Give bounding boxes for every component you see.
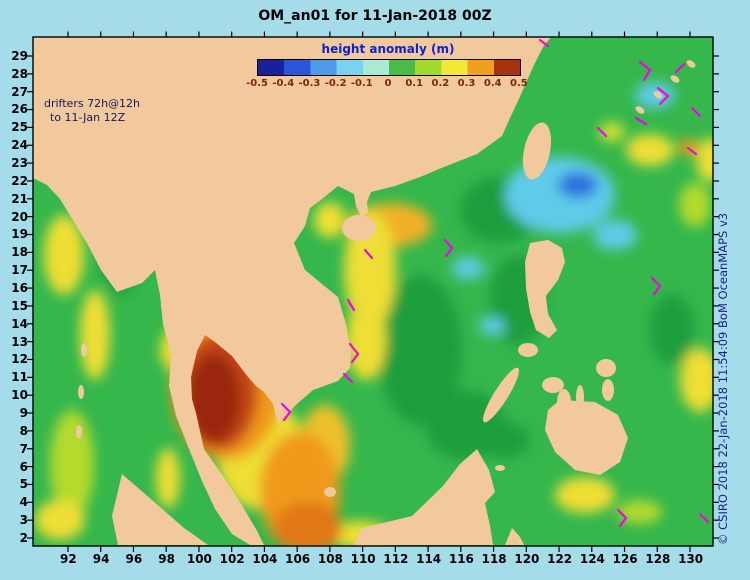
x-tick-label: 130 [678, 552, 704, 566]
drifter-tracks [280, 38, 710, 528]
land-borneo [354, 449, 495, 545]
land-sulu [495, 465, 505, 471]
land-natuna [324, 487, 336, 497]
colorbar-tick-label: -0.3 [298, 78, 321, 89]
colorbar-tick-label: -0.1 [350, 78, 373, 89]
plot-title: OM_an01 for 11-Jan-2018 00Z [258, 8, 492, 24]
y-tick-label: 17 [11, 263, 28, 278]
y-tick-label: 8 [19, 423, 28, 438]
land-leyte [602, 379, 614, 401]
x-tick-label: 122 [547, 552, 573, 566]
x-tick-label: 126 [612, 552, 638, 566]
land-sulu [477, 479, 487, 485]
land-luzon [525, 240, 565, 338]
land-sulu [459, 491, 469, 497]
y-tick-label: 25 [11, 120, 28, 135]
axis-ticks [27, 31, 719, 552]
y-tick-label: 11 [11, 370, 28, 385]
y-tick-label: 16 [11, 281, 28, 296]
land-ryukyu [635, 106, 645, 114]
y-tick-label: 27 [11, 84, 28, 99]
drifters-note-line1: drifters 72h@12h [44, 97, 141, 110]
colorbar-tick-label: -0.5 [246, 78, 269, 89]
y-tick-label: 26 [11, 102, 28, 117]
colorbar-tick-label: -0.4 [272, 78, 295, 89]
y-tick-label: 3 [19, 513, 28, 528]
colorbar-tick-label: -0.2 [324, 78, 347, 89]
y-tick-label: 12 [11, 352, 28, 367]
x-tick-label: 116 [448, 552, 474, 566]
map-frame [32, 36, 714, 547]
colorbar-tick-label: 0 [384, 78, 392, 89]
land-nicobar [76, 425, 82, 439]
y-tick-label: 24 [11, 138, 28, 153]
x-tick-label: 108 [317, 552, 343, 566]
y-tick-label: 29 [11, 48, 28, 63]
colorbar-tick-label: 0.3 [457, 78, 476, 89]
y-tick-label: 5 [19, 477, 28, 492]
x-tick-label: 96 [125, 552, 143, 566]
colorbar-tick-label: 0.5 [510, 78, 528, 89]
land-nicobar [81, 343, 87, 357]
land-nicobar [78, 385, 84, 399]
y-tick-label: 14 [11, 316, 28, 331]
x-tick-label: 100 [186, 552, 212, 566]
colorbar-tick-label: 0.4 [483, 78, 502, 89]
land-palawan [483, 367, 519, 423]
y-axis-labels: 29 28 27 26 25 24 23 22 21 20 19 18 17 16 15 14 13 12 11 10… [2, 47, 28, 547]
credit-text: © CSIRO 2018 22-Jan-2018 11:54:09 BoM Oc… [716, 212, 730, 545]
land-mindoro [518, 343, 538, 357]
x-tick-label: 114 [416, 552, 442, 566]
x-tick-label: 110 [350, 552, 376, 566]
y-tick-label: 15 [11, 298, 28, 313]
y-tick-label: 18 [11, 245, 28, 260]
colorbar-label: height anomaly (m) [321, 42, 455, 56]
x-tick-label: 102 [219, 552, 245, 566]
y-tick-label: 10 [11, 388, 28, 403]
y-tick-label: 6 [19, 459, 28, 474]
land-taiwan [522, 122, 552, 180]
land-panay [542, 377, 564, 393]
x-tick-label: 92 [60, 552, 77, 566]
x-axis-labels: 92 94 96 98 100 102 104 106 108 110 112 114 116 118 12… [52, 552, 707, 566]
y-tick-label: 21 [11, 191, 28, 206]
x-tick-label: 124 [579, 552, 605, 566]
drifters-note: drifters 72h@12h to 11-Jan 12Z [44, 97, 140, 125]
colorbar [257, 59, 521, 76]
colorbar-tick-labels: -0.5 -0.4 -0.3 -0.2 -0.1 0 0.1 0.2 0.3 0.4 0.5 [244, 78, 532, 89]
colorbar-tick-label: 0.2 [431, 78, 450, 89]
land-ryukyu [686, 60, 696, 68]
y-tick-label: 7 [19, 441, 28, 456]
x-tick-label: 98 [158, 552, 175, 566]
y-tick-label: 13 [11, 334, 28, 349]
land-mainland-asia [33, 37, 551, 545]
land-ryukyu [670, 75, 680, 83]
land-masses [33, 37, 696, 545]
drifters-note-line2: to 11-Jan 12Z [50, 111, 126, 124]
x-tick-label: 112 [383, 552, 409, 566]
y-tick-label: 9 [19, 406, 28, 421]
land-ryukyu [653, 91, 663, 99]
y-tick-label: 20 [11, 209, 28, 224]
land-hainan [342, 215, 376, 241]
y-tick-label: 19 [11, 227, 28, 242]
x-tick-label: 104 [252, 552, 278, 566]
x-tick-label: 118 [481, 552, 507, 566]
land-mindanao [545, 400, 628, 475]
y-tick-label: 28 [11, 66, 28, 81]
y-tick-label: 23 [11, 156, 28, 171]
colorbar-tick-label: 0.1 [405, 78, 424, 89]
y-tick-label: 22 [11, 173, 28, 188]
x-tick-label: 120 [514, 552, 540, 566]
x-tick-label: 128 [645, 552, 671, 566]
y-tick-label: 2 [19, 531, 28, 546]
x-tick-label: 106 [285, 552, 311, 566]
land-sumatra [112, 474, 208, 545]
land-samar [596, 359, 616, 377]
x-tick-label: 94 [92, 552, 110, 566]
y-tick-label: 4 [19, 495, 28, 510]
land-sulawesi-tip [505, 528, 524, 545]
